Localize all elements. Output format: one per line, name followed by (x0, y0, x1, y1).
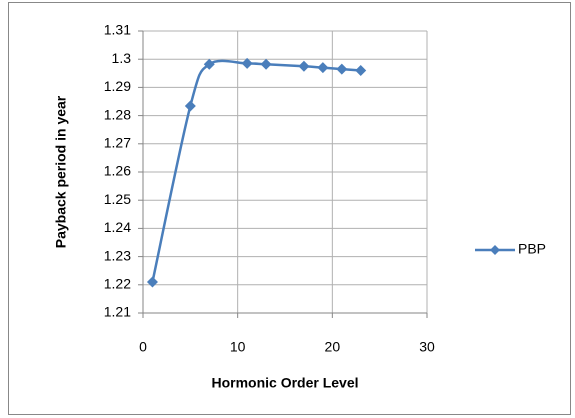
marker (203, 58, 215, 70)
y-tick-label: 1.28 (104, 106, 131, 122)
y-tick-label: 1.27 (104, 135, 131, 151)
x-tick-label: 10 (230, 339, 246, 355)
chart-border (8, 2, 571, 415)
legend-marker (490, 245, 500, 255)
y-axis-title: Payback period in year (53, 95, 69, 248)
y-tick-label: 1.31 (104, 22, 131, 38)
marker (317, 62, 329, 74)
marker (355, 64, 367, 76)
marker (146, 276, 158, 288)
x-tick-label: 0 (139, 339, 147, 355)
y-tick-label: 1.3 (112, 50, 132, 66)
series-line (151, 59, 361, 283)
marker (184, 100, 196, 112)
marker (241, 57, 253, 69)
y-tick-label: 1.24 (104, 219, 131, 235)
marker (298, 60, 310, 72)
y-tick-label: 1.21 (104, 304, 131, 320)
y-tick-label: 1.23 (104, 247, 131, 263)
y-tick-label: 1.25 (104, 191, 131, 207)
x-tick-label: 30 (419, 339, 435, 355)
x-axis-title: Hormonic Order Level (211, 375, 358, 391)
y-tick-label: 1.26 (104, 163, 131, 179)
y-tick-label: 1.22 (104, 276, 131, 292)
marker (260, 58, 272, 70)
x-tick-label: 20 (325, 339, 341, 355)
legend-label: PBP (518, 241, 546, 257)
y-tick-label: 1.29 (104, 78, 131, 94)
marker (336, 63, 348, 75)
